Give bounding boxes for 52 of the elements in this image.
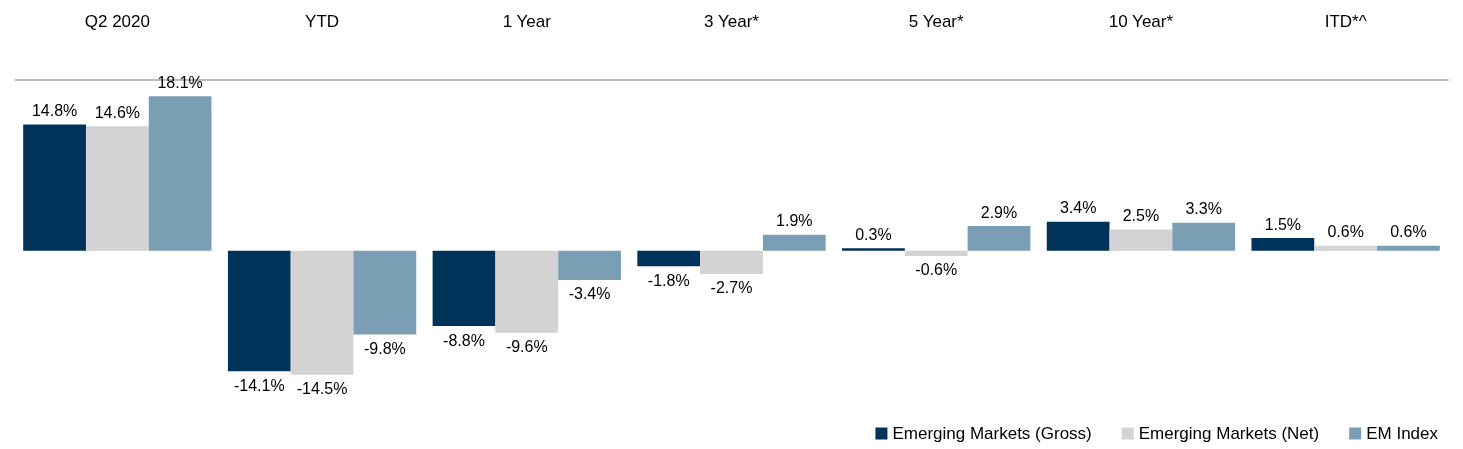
data-label: -1.8% — [647, 271, 690, 289]
x-tick-label: 5 Year* — [908, 12, 965, 31]
x-tick-label: YTD — [305, 12, 340, 31]
data-label: -9.6% — [505, 338, 548, 356]
data-label: 0.3% — [855, 225, 892, 243]
data-label: 2.5% — [1122, 207, 1160, 224]
data-label: 14.6% — [94, 103, 141, 121]
bar — [148, 96, 212, 251]
bar — [558, 250, 621, 280]
x-tick-label: 1 Year — [502, 12, 552, 31]
data-label: -14.5% — [296, 380, 348, 398]
x-tick-label: ITD*^ — [1324, 12, 1367, 31]
x-tick-label: 10 Year* — [1108, 12, 1174, 31]
data-label: 1.9% — [776, 212, 813, 230]
data-label: 0.6% — [1390, 223, 1427, 241]
data-label: 1.5% — [1264, 215, 1302, 233]
bar — [637, 250, 701, 267]
bar — [23, 124, 86, 251]
data-label: -0.6% — [915, 261, 958, 279]
data-label: -2.7% — [710, 279, 753, 297]
data-label: 2.9% — [980, 203, 1018, 221]
bar — [1377, 245, 1440, 251]
bar — [290, 250, 354, 375]
data-label: -9.8% — [363, 340, 406, 358]
bar — [85, 126, 149, 251]
data-label: 0.6% — [1327, 223, 1364, 241]
bar — [227, 250, 291, 372]
data-label: -8.8% — [443, 331, 485, 349]
legend-label: EM Index — [1366, 424, 1439, 443]
bar — [432, 250, 496, 327]
bar — [700, 250, 763, 274]
data-label: 3.3% — [1185, 200, 1222, 218]
data-label: -14.1% — [233, 376, 285, 394]
x-tick-label: Q2 2020 — [84, 12, 150, 31]
bar — [1109, 229, 1173, 251]
bar — [1251, 238, 1315, 251]
bar — [842, 248, 905, 251]
bar — [1172, 222, 1236, 251]
data-label: 18.1% — [157, 73, 203, 91]
bar — [1314, 245, 1378, 251]
legend-label: Emerging Markets (Net) — [1138, 424, 1320, 443]
bar — [762, 234, 826, 251]
bar — [967, 226, 1031, 251]
bar — [904, 250, 968, 256]
x-tick-label: 3 Year* — [704, 12, 760, 31]
bar — [1046, 221, 1110, 251]
bar — [353, 250, 417, 335]
data-label: 3.4% — [1059, 199, 1097, 217]
data-label: 14.8% — [31, 101, 78, 119]
bar — [495, 250, 559, 333]
data-label: -3.4% — [568, 285, 611, 303]
legend-label: Emerging Markets (Gross) — [892, 424, 1092, 443]
